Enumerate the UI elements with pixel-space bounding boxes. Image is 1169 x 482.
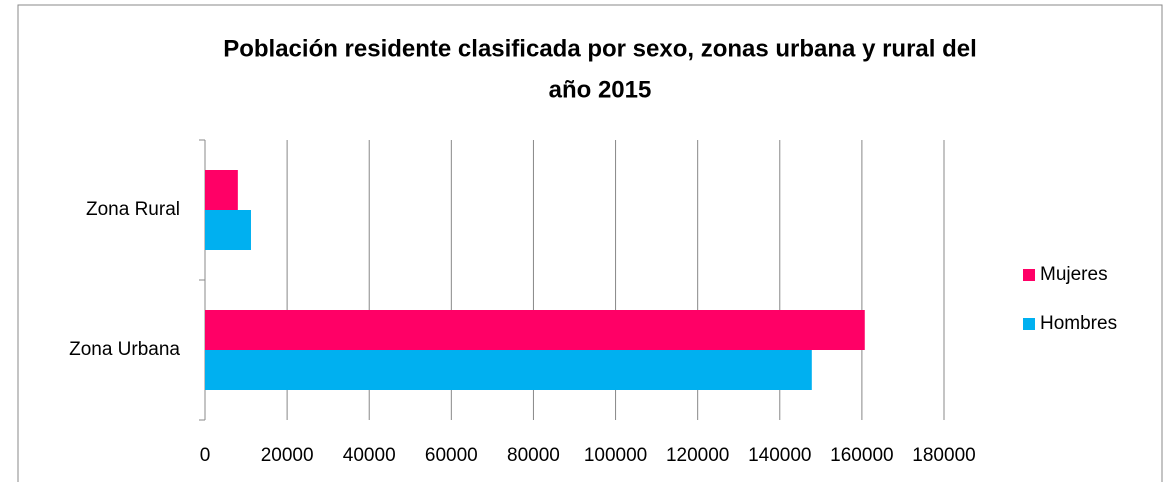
x-tick-label: 160000	[830, 445, 893, 466]
x-tick-label: 0	[200, 445, 211, 466]
x-tick-label: 140000	[748, 445, 811, 466]
chart-title: Población residente clasificada por sexo…	[223, 35, 977, 62]
bar	[205, 350, 812, 390]
bar	[205, 170, 238, 210]
legend-swatch	[1023, 269, 1035, 281]
x-tick-label: 100000	[584, 445, 647, 466]
legend-label: Hombres	[1040, 313, 1117, 334]
x-tick-label: 80000	[507, 445, 560, 466]
y-tick-label: Zona Rural	[86, 199, 180, 220]
legend-label: Mujeres	[1040, 264, 1108, 285]
x-tick-label: 20000	[261, 445, 314, 466]
y-tick-label: Zona Urbana	[69, 339, 180, 360]
chart-title: año 2015	[549, 76, 652, 103]
chart-frame	[17, 4, 1163, 482]
x-tick-label: 120000	[666, 445, 729, 466]
bar	[205, 310, 865, 350]
legend-swatch	[1023, 318, 1035, 330]
bar	[205, 210, 251, 250]
x-tick-label: 180000	[912, 445, 975, 466]
x-tick-label: 40000	[343, 445, 396, 466]
x-tick-label: 60000	[425, 445, 478, 466]
